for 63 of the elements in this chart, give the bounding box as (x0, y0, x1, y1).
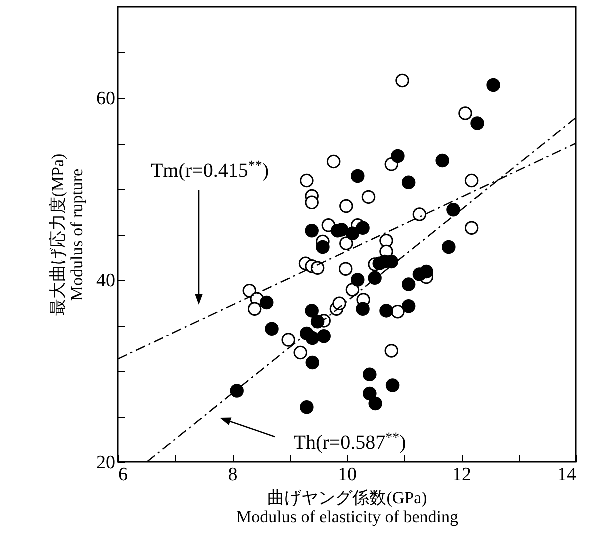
point (305, 224, 319, 238)
point (458, 106, 472, 120)
point (305, 304, 319, 318)
point (412, 208, 427, 222)
x-tick-label: 12 (452, 464, 472, 486)
point (391, 149, 405, 164)
point (230, 384, 244, 398)
y-tick-label: 60 (96, 88, 116, 110)
x-tick-label: 8 (228, 464, 238, 486)
point (442, 240, 456, 254)
x-tick-label: 14 (558, 464, 577, 486)
point (300, 400, 314, 414)
point (363, 386, 377, 401)
point (265, 322, 279, 336)
point (384, 344, 399, 358)
point (362, 190, 376, 204)
point (368, 271, 382, 286)
point (300, 174, 314, 188)
point (351, 169, 365, 184)
point (464, 174, 479, 188)
point (260, 296, 274, 310)
point (306, 356, 320, 370)
point (248, 302, 262, 316)
point (464, 221, 479, 235)
y-axis-title: 最大曲げ応力度(MPa) Modulus of rupture (48, 154, 86, 316)
point (306, 331, 320, 346)
point (356, 221, 370, 235)
x-axis-title: 曲げヤング係数(GPa) Modulus of elasticity of bending (236, 488, 459, 526)
y-tick-label: 20 (96, 452, 116, 474)
y-tick-label: 40 (96, 270, 116, 292)
point (402, 300, 416, 314)
point (340, 236, 354, 250)
point (310, 261, 325, 276)
point (402, 278, 416, 292)
point (368, 396, 382, 411)
point (386, 378, 400, 392)
point (402, 176, 416, 190)
point (326, 154, 341, 169)
point (356, 302, 370, 316)
point (363, 368, 377, 382)
point (470, 116, 484, 130)
point (436, 154, 450, 168)
point (486, 78, 500, 92)
point (351, 273, 365, 287)
point (420, 264, 434, 279)
point (305, 196, 319, 210)
point (380, 234, 394, 248)
point (346, 226, 360, 240)
point (310, 315, 325, 329)
point (316, 240, 330, 254)
point (396, 74, 410, 88)
point (446, 203, 460, 217)
x-tick-label: 10 (338, 464, 357, 486)
point (380, 304, 394, 318)
point (340, 199, 354, 214)
annotation: Th(r=0.587$^{**}$) (294, 430, 406, 454)
x-tick-label: 6 (118, 464, 128, 486)
point (338, 262, 353, 276)
point (332, 296, 346, 311)
point (294, 346, 308, 360)
point (282, 333, 296, 347)
point (317, 330, 331, 344)
annotation: Tm(r=0.415$^{**}$) (150, 158, 270, 182)
